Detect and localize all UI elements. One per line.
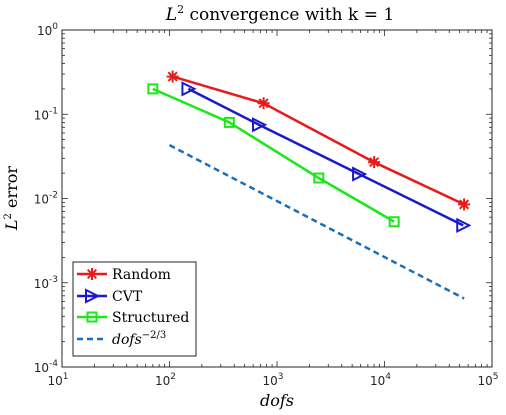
data-point [352,166,368,182]
tick-exponent: 0 [52,22,58,32]
tick-base: 10 [34,193,49,207]
tick-base: 10 [34,361,49,375]
tick-base: 10 [34,277,49,291]
title-suffix: convergence with k = 1 [184,5,394,25]
data-point [166,70,179,83]
data-point [223,116,235,128]
data-point [251,117,268,133]
x-tick-label: 103 [262,372,283,388]
tick-base: 10 [34,108,49,122]
ylabel-suffix: error [2,166,21,213]
x-tick-label: 105 [477,372,498,388]
y-tick-label: 10-1 [34,106,58,122]
series-line [152,87,395,223]
tick-exponent: 2 [170,372,176,382]
legend-items: Random CVT Structured dofs−2/3 [77,267,189,348]
data-point [257,97,270,110]
title-superscript: 2 [177,3,184,16]
tick-exponent: 4 [385,372,391,382]
tick-exponent: -4 [49,359,58,369]
y-tick-label: 100 [37,22,58,38]
data-point [313,172,325,184]
y-tick-label: 10-3 [34,275,58,291]
legend-label: Random [112,267,171,283]
tick-exponent: 1 [63,372,69,382]
legend-box [72,261,197,357]
ylabel-superscript: 2 [3,213,14,219]
legend-label-exponent: −2/3 [142,330,166,341]
y-axis-label: L2 error [2,166,21,231]
y-tick-label: 10-2 [34,191,58,207]
legend: Random CVT Structured dofs−2/3 [72,261,197,357]
x-tick-labels: 101 102 103 104 105 [47,372,498,388]
tick-base: 10 [47,374,62,388]
tick-exponent: 3 [278,372,284,382]
data-point [147,83,159,95]
tick-base: 10 [37,24,52,38]
data-point [458,198,471,211]
legend-marker [86,268,98,280]
tick-base: 10 [262,374,277,388]
chart-title: L2 convergence with k = 1 [165,3,394,25]
legend-label: dofs−2/3 [112,330,166,348]
tick-base: 10 [370,374,385,388]
plot-frame [61,29,493,368]
tick-exponent: -3 [49,275,58,285]
tick-base: 10 [155,374,170,388]
title-prefix: L [165,5,177,25]
series-line [172,75,465,206]
data-point [368,156,381,169]
legend-label: CVT [112,289,143,305]
tick-base: 10 [477,374,492,388]
series-line [187,87,464,227]
tick-exponent: -1 [49,106,58,116]
legend-marker [85,288,101,304]
x-axis-label: dofs [260,391,294,410]
series-line [168,143,465,300]
legend-label: Structured [112,310,189,326]
y-tick-label: 10-4 [34,359,59,375]
tick-exponent: 5 [493,372,499,382]
data-point [388,216,400,228]
x-tick-label: 104 [370,372,391,388]
data-point [181,81,197,97]
legend-marker [86,311,98,323]
series-lines [147,70,472,300]
data-point [456,217,472,233]
ylabel-prefix: L [2,219,21,231]
x-tick-label: 101 [47,372,68,388]
legend-label-base: dofs [112,332,142,348]
x-tick-label: 102 [155,372,176,388]
tick-exponent: -2 [49,191,58,201]
